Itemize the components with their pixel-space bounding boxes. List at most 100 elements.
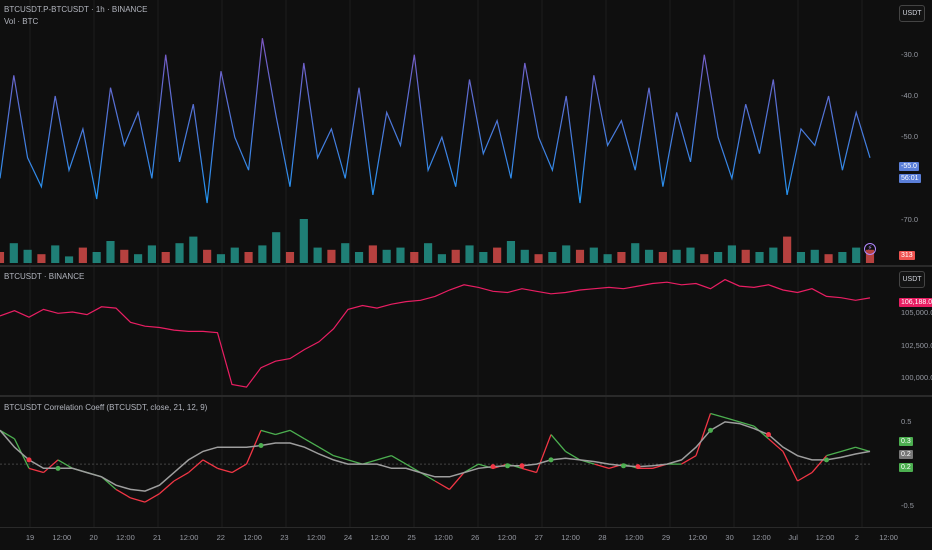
volume-bar <box>175 243 184 263</box>
countdown-badge: 56:01 <box>899 174 921 183</box>
volume-last-badge: 313 <box>899 251 915 260</box>
y-tick-label: -50.0 <box>901 132 919 142</box>
correlation-segment <box>565 450 581 461</box>
volume-bar <box>810 249 819 263</box>
volume-bar <box>769 247 778 263</box>
volume-bar <box>368 245 377 263</box>
volume-bar <box>755 252 764 263</box>
volume-bar <box>203 249 212 263</box>
volume-bar <box>534 254 543 263</box>
volume-bar <box>189 236 198 263</box>
volume-bar <box>9 243 18 263</box>
correlation-segment <box>768 438 784 452</box>
volume-bar <box>686 247 695 263</box>
volume-bar <box>92 252 101 263</box>
x-tick-label: 12:00 <box>370 533 390 542</box>
volume-bar <box>451 249 460 263</box>
correlation-segment <box>231 463 247 474</box>
x-tick-label: 12:00 <box>116 533 135 542</box>
x-tick-label: 23 <box>280 533 289 542</box>
pane-divider-1[interactable] <box>0 265 932 267</box>
correlation-segment <box>173 471 189 482</box>
spread-title: BTCUSDT.P-BTCUSDT · 1h · BINANCE <box>4 5 148 14</box>
cross-marker <box>490 464 496 470</box>
x-tick-label: Jul <box>788 533 798 542</box>
volume-bar <box>562 245 571 263</box>
correlation-segment <box>130 497 146 503</box>
x-tick-label: 12:00 <box>561 533 580 542</box>
x-tick-label: 12:00 <box>815 533 835 542</box>
y-tick-label: -0.5 <box>901 501 914 511</box>
volume-bar <box>327 249 336 263</box>
correlation-segment <box>594 463 610 469</box>
correlation-segment <box>159 480 175 495</box>
y-tick-label: 105,000.00 <box>901 308 932 318</box>
volume-bar <box>714 252 723 263</box>
volume-subtitle: Vol · BTC <box>4 17 39 26</box>
volume-bar <box>78 247 87 263</box>
volume-bar <box>865 249 875 263</box>
volume-bar <box>285 252 295 263</box>
volume-bar <box>838 252 847 263</box>
correlation-segment <box>376 455 392 461</box>
volume-bar <box>575 249 585 263</box>
correlation-segment <box>724 417 740 423</box>
price-chart <box>0 267 871 395</box>
cross-marker <box>548 457 554 463</box>
volume-bar <box>493 247 502 263</box>
volume-bar <box>396 247 405 263</box>
y-tick-label: 100,000.00 <box>901 373 932 383</box>
cross-marker <box>824 457 829 463</box>
x-tick-label: 12:00 <box>434 533 453 542</box>
volume-bar <box>410 252 419 263</box>
correlation-segment <box>115 488 131 499</box>
correlation-segment <box>391 455 407 465</box>
volume-bar <box>147 245 156 263</box>
correlation-segment <box>43 459 59 474</box>
correlation-segment <box>739 421 755 427</box>
x-tick-label: 2 <box>854 533 859 542</box>
pane1-unit-button[interactable]: USDT <box>899 5 925 22</box>
correlation-pane: BTCUSDT Correlation Coeff (BTCUSDT, clos… <box>0 397 932 527</box>
correlation-segment <box>855 446 871 453</box>
correlation-segment <box>797 471 813 482</box>
volume-bar <box>258 245 267 263</box>
x-tick-label: 12:00 <box>179 533 199 542</box>
correlation-segment <box>840 446 856 453</box>
volume-bar <box>852 247 861 263</box>
correlation-segment <box>318 446 334 457</box>
volume-bar <box>382 249 391 263</box>
correlation-segment <box>188 459 204 474</box>
correlation-segment <box>550 434 566 452</box>
volume-bar <box>354 252 364 263</box>
correlation-segment <box>535 434 552 473</box>
cross-marker <box>519 463 525 469</box>
price-pane: BTCUSDT · BINANCE USDT 105,000.00 102,500… <box>0 267 932 395</box>
volume-bar <box>479 252 488 263</box>
volume-bar <box>796 252 806 263</box>
correlation-title: BTCUSDT Correlation Coeff (BTCUSDT, clos… <box>4 403 208 412</box>
volume-bar <box>658 252 667 263</box>
correlation-segment <box>782 451 799 482</box>
x-tick-label: 20 <box>89 533 98 542</box>
correlation-chart <box>0 397 871 527</box>
lightning-icon[interactable]: ⚡ <box>864 243 876 255</box>
correlation-segment <box>275 429 291 436</box>
volume-bar <box>424 243 433 263</box>
x-tick-label: 12:00 <box>497 533 517 542</box>
correlation-segment <box>28 467 44 474</box>
y-tick-label: 0.5 <box>901 416 912 426</box>
x-tick-label: 27 <box>534 533 543 542</box>
x-tick-label: 12:00 <box>52 533 72 542</box>
correlation-segment <box>434 480 450 491</box>
corr-badge-2: 0.2 <box>899 450 913 459</box>
volume-bar <box>465 245 474 263</box>
volume-bar <box>824 254 833 263</box>
volume-bar <box>106 241 115 263</box>
volume-bar <box>0 252 5 263</box>
volume-bar <box>313 247 322 263</box>
pane2-unit-button[interactable]: USDT <box>899 271 925 288</box>
pane-divider-2[interactable] <box>0 395 932 397</box>
volume-bar <box>437 254 446 263</box>
x-tick-label: 12:00 <box>243 533 262 542</box>
